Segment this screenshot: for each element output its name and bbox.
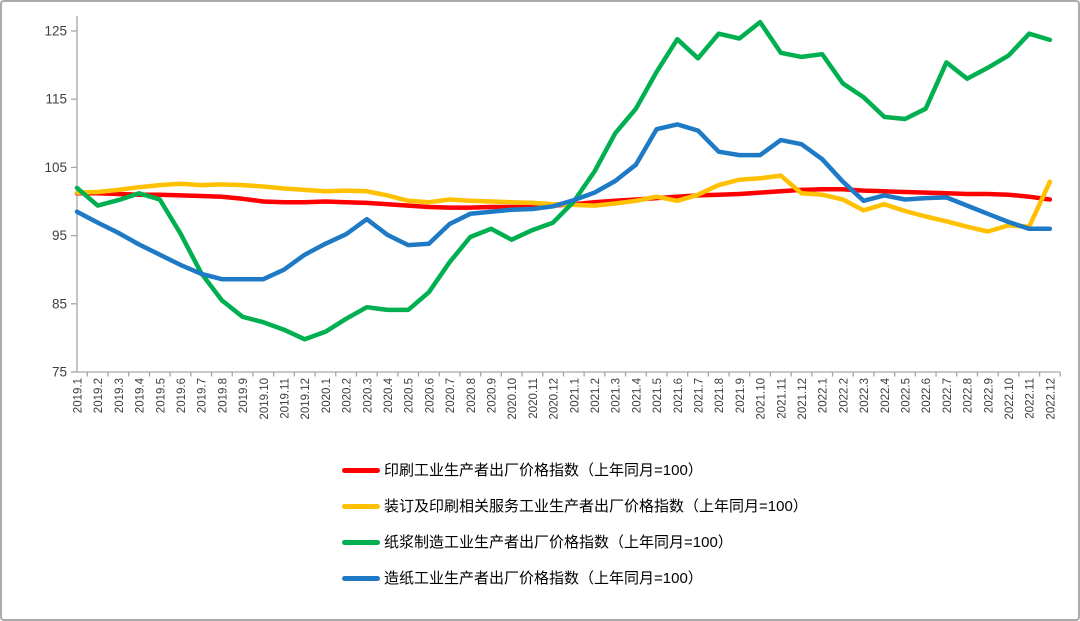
legend-label: 印刷工业生产者出厂价格指数（上年同月=100） [384, 462, 703, 479]
legend-label: 纸浆制造工业生产者出厂价格指数（上年同月=100） [384, 534, 733, 551]
x-axis-label: 2019.5 [155, 378, 167, 413]
x-axis-label: 2019.7 [197, 378, 209, 413]
x-axis-label: 2022.11 [1025, 378, 1037, 419]
x-axis-label: 2019.11 [280, 378, 292, 419]
y-axis-label: 75 [52, 365, 67, 380]
x-axis-label: 2020.11 [528, 378, 540, 419]
x-axis-label: 2020.5 [404, 378, 416, 413]
x-axis-label: 2020.7 [445, 378, 457, 413]
x-axis-label: 2019.10 [259, 378, 271, 420]
x-axis-label: 2022.10 [1004, 378, 1016, 420]
legend-item-3: 造纸工业生产者出厂价格指数（上年同月=100） [342, 568, 808, 589]
x-axis-label: 2020.8 [466, 378, 478, 413]
x-axis-label: 2022.3 [859, 378, 871, 413]
legend-swatch [342, 576, 380, 581]
y-axis-label: 125 [44, 24, 67, 39]
x-axis-label: 2020.4 [383, 377, 395, 413]
x-axis-label: 2022.2 [838, 378, 850, 413]
x-axis-label: 2022.7 [942, 378, 954, 413]
x-axis-label: 2021.12 [797, 378, 809, 420]
x-axis-label: 2022.12 [1045, 378, 1057, 420]
y-axis-label: 95 [52, 228, 67, 243]
x-axis-label: 2020.6 [424, 378, 436, 413]
legend-item-2: 纸浆制造工业生产者出厂价格指数（上年同月=100） [342, 532, 808, 553]
legend-swatch [342, 468, 380, 473]
series-line-2 [74, 19, 1053, 342]
x-axis-label: 2019.12 [300, 378, 312, 420]
x-axis-label: 2022.6 [921, 378, 933, 413]
x-axis-label: 2021.5 [652, 378, 664, 413]
x-axis-label: 2020.9 [487, 378, 499, 413]
legend-label: 造纸工业生产者出厂价格指数（上年同月=100） [384, 570, 703, 587]
x-axis-label: 2021.11 [776, 378, 788, 419]
legend-label: 装订及印刷相关服务工业生产者出厂价格指数（上年同月=100） [384, 498, 808, 515]
x-axis-label: 2021.8 [714, 378, 726, 413]
x-axis-label: 2022.5 [901, 378, 913, 413]
x-axis-label: 2020.12 [549, 378, 561, 420]
x-axis-label: 2019.8 [217, 378, 229, 413]
x-axis-label: 2021.7 [694, 378, 706, 413]
x-axis-label: 2022.8 [963, 378, 975, 413]
x-axis-label: 2020.1 [321, 378, 333, 413]
x-axis-label: 2021.9 [735, 378, 747, 413]
x-axis-label: 2021.2 [590, 378, 602, 413]
legend-item-0: 印刷工业生产者出厂价格指数（上年同月=100） [342, 460, 808, 481]
y-axis-label: 105 [44, 160, 67, 175]
x-axis-label: 2022.4 [880, 377, 892, 413]
y-axis-label: 85 [52, 296, 67, 311]
x-axis-label: 2020.3 [362, 378, 374, 413]
x-axis-label: 2020.2 [342, 378, 354, 413]
x-axis-label: 2021.1 [569, 378, 581, 413]
x-axis-label: 2021.4 [631, 377, 643, 413]
x-axis-label: 2022.9 [983, 378, 995, 413]
x-axis-label: 2019.3 [114, 378, 126, 413]
x-axis-label: 2021.10 [756, 378, 768, 420]
series-line-3 [74, 122, 1053, 282]
line-chart: 75 85 95 105 115 125 2019.1 2019.2 2019.3 2019.4 2… [44, 16, 1061, 420]
x-axis-label: 2019.4 [135, 377, 147, 413]
x-axis-label: 2021.6 [673, 378, 685, 413]
x-axis-label: 2019.9 [238, 378, 250, 413]
legend-swatch [342, 540, 380, 545]
x-axis-label: 2019.6 [176, 378, 188, 413]
x-axis-label: 2022.1 [818, 378, 830, 413]
legend-item-1: 装订及印刷相关服务工业生产者出厂价格指数（上年同月=100） [342, 496, 808, 517]
chart-legend: 印刷工业生产者出厂价格指数（上年同月=100） 装订及印刷相关服务工业生产者出厂价… [342, 460, 808, 589]
legend-swatch [342, 504, 380, 509]
x-axis-label: 2019.2 [93, 378, 105, 413]
x-axis-label: 2019.1 [73, 378, 85, 413]
x-axis-label: 2021.3 [611, 378, 623, 413]
x-axis-label: 2020.10 [507, 378, 519, 420]
y-axis-label: 115 [45, 92, 67, 107]
